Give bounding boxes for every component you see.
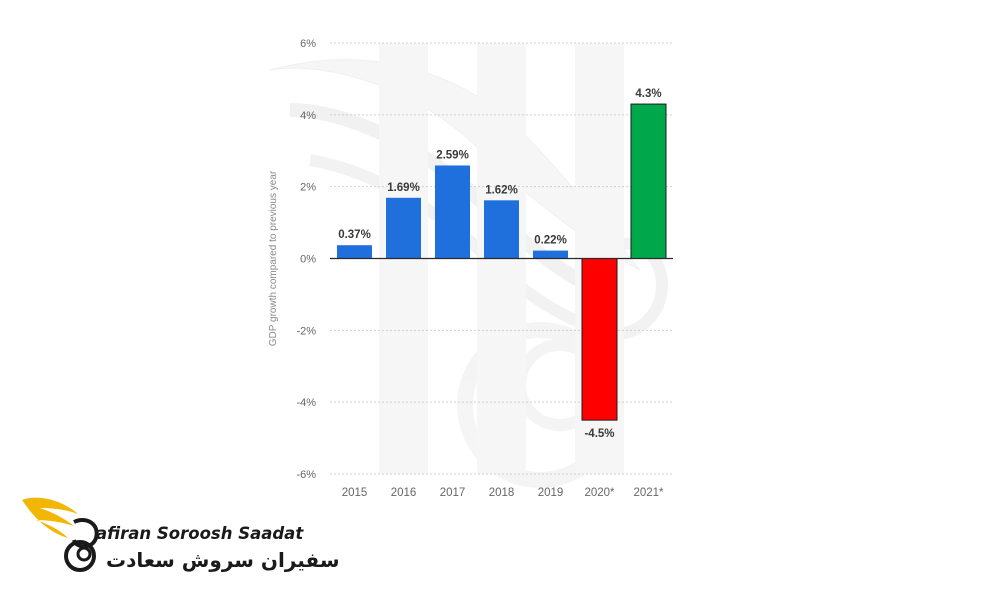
y-tick-label: 4% [300,110,316,122]
logo-name-persian: سفیران سروش سعادت [106,548,340,572]
y-tick-label: 2% [300,182,316,194]
bar [581,258,618,421]
x-tick-label: 2017 [440,487,466,499]
x-tick-label: 2018 [489,487,515,499]
bar [337,245,372,259]
y-tick-label: -2% [296,325,316,337]
bar [484,200,519,259]
logo-bird-icon [22,497,99,572]
y-axis-label: GDP growth compared to previous year [268,170,279,346]
x-tick-label: 2019 [538,487,564,499]
bar [630,103,667,259]
company-logo: afiran Soroosh Saadat سفیران سروش سعادت [18,494,340,584]
data-label: 0.22% [534,235,567,247]
y-tick-label: -6% [296,469,316,481]
x-tick-label: 2021* [633,487,664,499]
x-tick-label: 2020* [584,487,615,499]
logo-name-latin: afiran Soroosh Saadat [96,524,304,543]
y-tick-label: 0% [300,254,316,266]
bar [435,165,470,259]
data-label: 2.59% [436,149,469,161]
x-tick-label: 2016 [391,487,417,499]
y-tick-label: 6% [300,38,316,50]
data-label: 0.37% [338,229,371,241]
data-label: -4.5% [584,428,614,440]
bar [533,250,568,259]
data-label: 1.69% [387,182,420,194]
x-tick-label: 2015 [342,487,368,499]
bar [386,197,421,259]
data-label: 4.3% [635,88,661,100]
y-tick-label: -4% [296,397,316,409]
data-label: 1.62% [485,184,518,196]
